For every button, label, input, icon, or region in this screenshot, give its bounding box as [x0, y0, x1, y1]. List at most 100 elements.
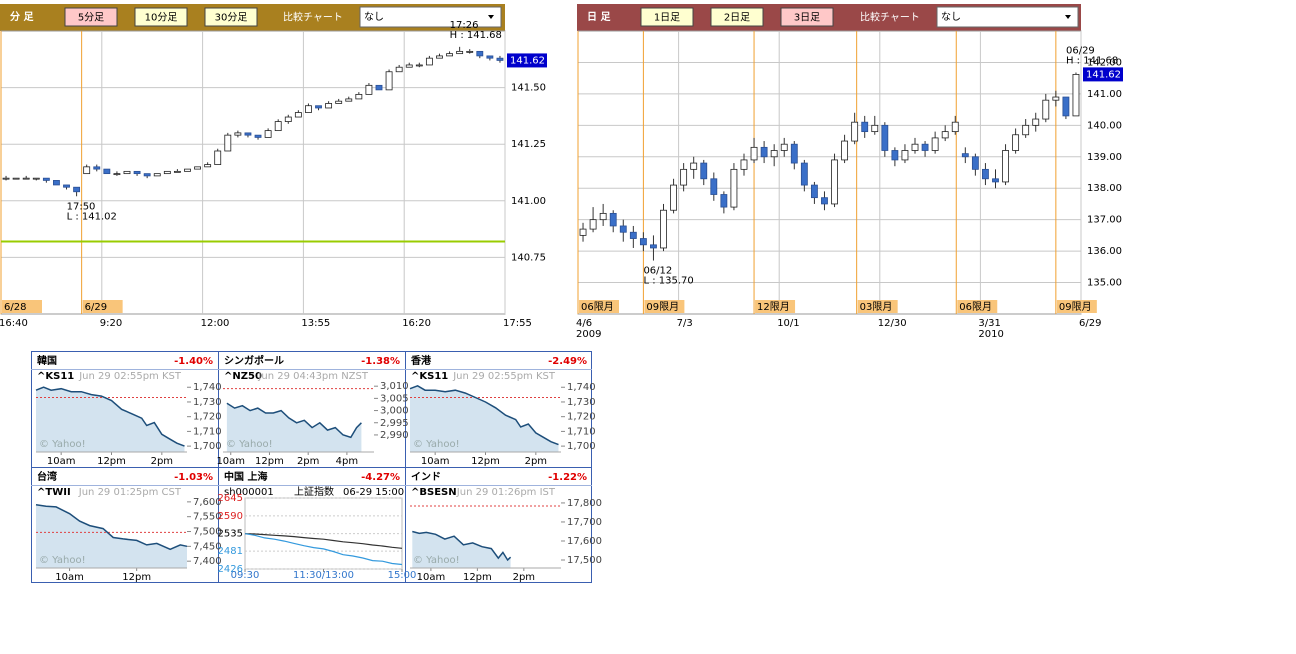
x-tick-label: 2pm — [525, 456, 547, 467]
compare-dropdown[interactable] — [359, 6, 502, 28]
candle-body — [163, 170, 171, 175]
x-tick-label: 3/31 — [978, 318, 1000, 329]
period-label: 09限月 — [1059, 301, 1092, 313]
y-tick-label: 2426 — [218, 564, 243, 575]
x-tick-label: 4pm — [336, 456, 358, 467]
candle-body — [425, 57, 433, 66]
panel-title: 日 足 — [587, 11, 611, 23]
candle-body — [496, 57, 504, 61]
x-tick-label: 2pm — [513, 572, 535, 583]
period-label-box — [579, 300, 619, 313]
y-tick-label: 141.50 — [511, 83, 546, 94]
x-tick-label: 12pm — [97, 456, 126, 467]
candle-body — [841, 140, 849, 161]
candle-body — [315, 105, 322, 109]
period-label-box — [857, 300, 898, 313]
x-tick-label: 16:20 — [402, 318, 431, 329]
candle-body — [184, 168, 191, 172]
candle-body — [42, 177, 50, 181]
index-change: -1.38% — [361, 356, 400, 367]
area — [410, 385, 559, 452]
candle-body — [790, 143, 798, 164]
annotation-text: L : 135.70 — [643, 276, 693, 287]
index-change: -2.49% — [548, 356, 587, 367]
period-button-label[interactable]: 3日足 — [794, 12, 820, 24]
candle-body — [73, 186, 81, 193]
compare-value[interactable]: なし — [364, 11, 384, 23]
compare-dropdown[interactable] — [936, 6, 1079, 28]
series-line — [226, 402, 362, 439]
compare-label: 比較チャート — [860, 11, 920, 24]
period-button[interactable] — [640, 7, 694, 27]
candle-body — [405, 64, 413, 68]
candle-body — [871, 124, 879, 133]
candle-body — [284, 116, 292, 122]
index-timestamp: Jun 29 02:55pm KST — [78, 371, 182, 382]
period-button[interactable] — [710, 7, 764, 27]
period-button-label[interactable]: 10分足 — [145, 12, 178, 24]
candle-body — [951, 121, 959, 133]
x-tick-label: 2pm — [297, 456, 319, 467]
compare-label: 比較チャート — [283, 11, 343, 24]
period-button-label[interactable]: 2日足 — [724, 12, 750, 24]
period-button[interactable] — [204, 7, 258, 27]
candle-body — [375, 84, 383, 91]
y-tick-label: 7,600 — [193, 497, 222, 508]
candle-body — [1052, 96, 1060, 101]
candle-body — [579, 228, 587, 236]
candle-body — [456, 50, 464, 55]
candle-body — [2, 177, 10, 180]
candle-body — [810, 184, 818, 199]
y-tick-label: 1,710 — [567, 426, 596, 437]
y-tick-label: 140.00 — [1087, 120, 1122, 131]
last-price-box — [507, 53, 547, 68]
y-tick-label: 141.00 — [511, 196, 546, 207]
watermark: © Yahoo! — [39, 555, 86, 566]
candle-body — [264, 130, 272, 138]
candle-body — [143, 173, 151, 177]
candle-body — [891, 150, 899, 161]
x-tick-label: 10am — [216, 456, 245, 467]
period-button-label[interactable]: 1日足 — [654, 12, 680, 24]
last-price-label: 141.62 — [510, 55, 545, 66]
candle-body — [93, 166, 101, 170]
candle-body — [770, 150, 778, 158]
candle-body — [63, 184, 70, 188]
y-tick-label: 7,450 — [193, 541, 222, 552]
period-button[interactable] — [780, 7, 834, 27]
compare-value[interactable]: なし — [941, 11, 961, 23]
y-tick-label: 138.00 — [1087, 183, 1122, 194]
last-price-box — [1083, 67, 1123, 82]
candle-body — [12, 177, 20, 180]
candle-body — [133, 170, 141, 175]
candle-body — [446, 53, 453, 57]
y-tick-label: 139.00 — [1087, 152, 1122, 163]
period-button[interactable] — [64, 7, 118, 27]
x-tick-sublabel: 2009 — [576, 329, 601, 340]
period-button-label[interactable]: 5分足 — [78, 12, 104, 24]
candle-body — [901, 150, 909, 161]
y-tick-label: 2481 — [218, 546, 243, 557]
candle-body — [861, 121, 869, 133]
y-tick-label: 1,700 — [193, 441, 222, 452]
y-tick-label: 2645 — [218, 493, 243, 504]
candle-body — [931, 137, 939, 151]
index-change: -1.03% — [174, 472, 213, 483]
candle-body — [173, 170, 181, 173]
candle-body — [629, 231, 637, 239]
y-tick-label: 7,400 — [193, 556, 222, 567]
y-tick-label: 1,730 — [193, 397, 222, 408]
period-label-box — [957, 300, 998, 313]
y-tick-label: 1,730 — [567, 397, 596, 408]
candle-body — [680, 168, 688, 186]
candle-body — [355, 93, 363, 100]
period-button-label[interactable]: 30分足 — [215, 12, 248, 24]
period-label-box — [2, 300, 42, 313]
y-tick-label: 1,720 — [193, 412, 222, 423]
candle-body — [971, 156, 979, 170]
x-tick-label: 12pm — [122, 572, 151, 583]
period-button[interactable] — [134, 7, 188, 27]
candle-body — [992, 178, 999, 183]
period-label: 03限月 — [860, 301, 893, 313]
y-tick-label: 135.00 — [1087, 278, 1122, 289]
